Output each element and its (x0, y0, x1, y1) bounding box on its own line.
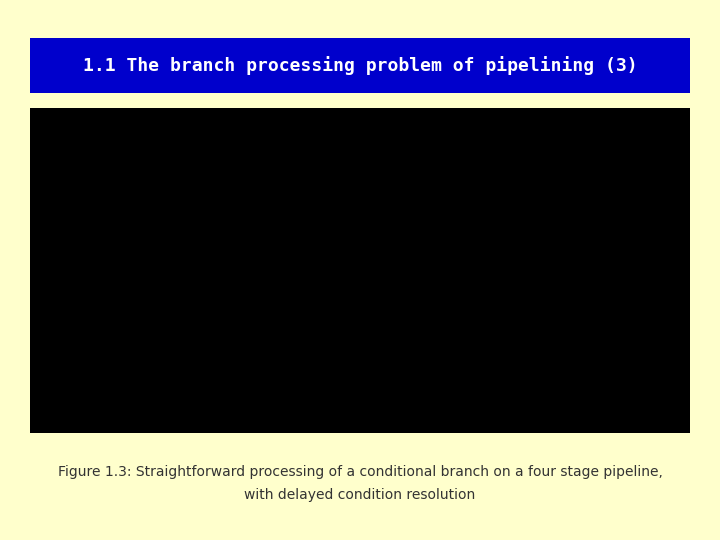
Bar (30, 38, 690, 93)
Bar (30, 108, 690, 433)
Text: with delayed condition resolution: with delayed condition resolution (244, 488, 476, 502)
Text: 1.1 The branch processing problem of pipelining (3): 1.1 The branch processing problem of pip… (83, 56, 637, 75)
Text: Figure 1.3: Straightforward processing of a conditional branch on a four stage p: Figure 1.3: Straightforward processing o… (58, 465, 662, 479)
